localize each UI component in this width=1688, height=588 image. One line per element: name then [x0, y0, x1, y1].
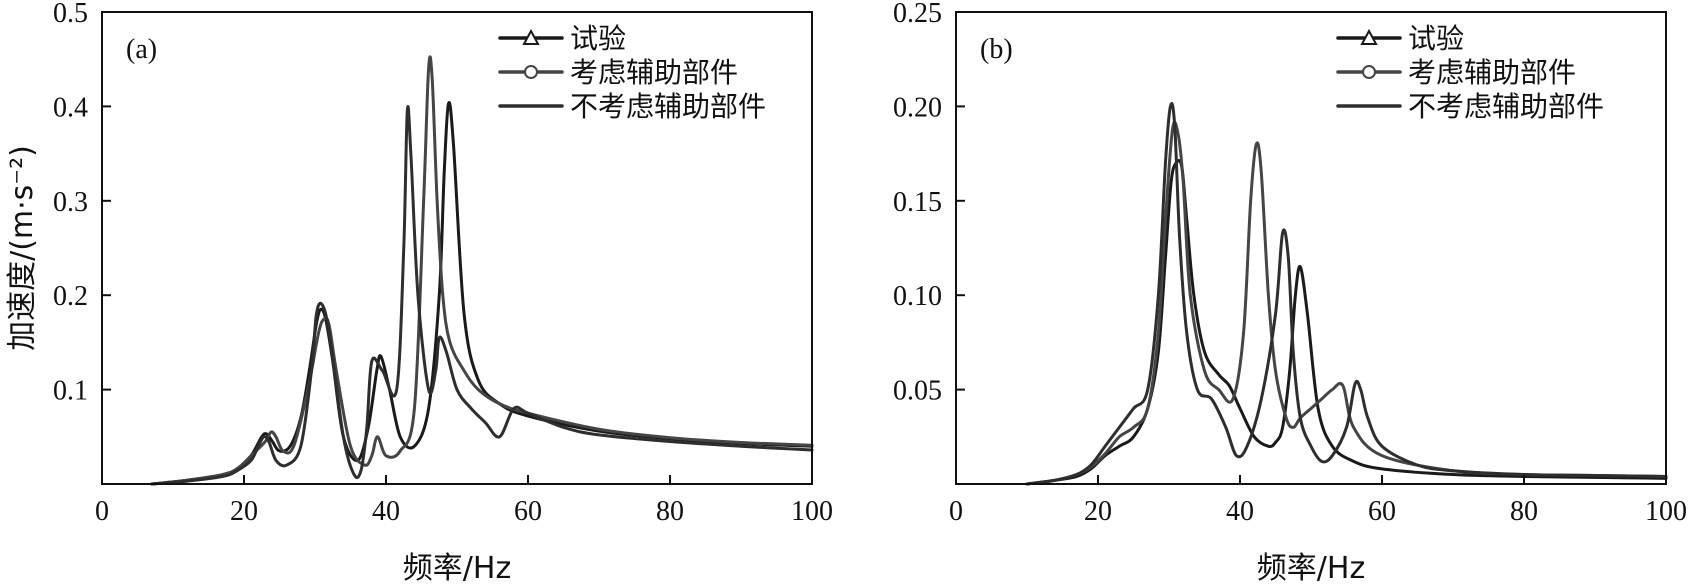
panel-a-series-line-3 — [150, 105, 814, 486]
panel-a-plot-frame — [101, 11, 813, 485]
panel-b-y-tick-label-1: 0.10 — [893, 281, 942, 312]
panel-a-x-tick-label-1: 20 — [230, 496, 258, 527]
panel-a-ticks-group: 0 20 40 60 80 100 0.1 0.2 0.3 0.4 0.5 — [53, 0, 833, 527]
panel-b-y-tick-label-2: 0.15 — [893, 187, 942, 218]
panel-b-legend-triangle-marker — [1360, 28, 1378, 45]
panel-a-series-group — [150, 55, 814, 486]
chart-panel-a: 0 20 40 60 80 100 0.1 0.2 0.3 0.4 0.5 (a) 频率/Hz 加速… — [5, 0, 833, 586]
panel-b-series-group — [1025, 102, 1668, 486]
panel-b-legend-label-3: 不考虑辅助部件 — [1408, 90, 1604, 123]
panel-a-y-tick-label-4: 0.5 — [53, 0, 88, 29]
panel-a-legend-label-1: 试验 — [570, 22, 626, 55]
panel-b-x-axis-label: 频率/Hz — [1257, 551, 1365, 586]
panel-a-y-tick-label-1: 0.2 — [53, 281, 88, 312]
panel-a-x-tick-label-0: 0 — [95, 496, 109, 527]
panel-b-y-tick-label-4: 0.25 — [893, 0, 942, 29]
panel-a-x-tick-label-2: 40 — [372, 496, 400, 527]
panel-b-x-tick-label-5: 100 — [1645, 496, 1687, 527]
panel-a-label: (a) — [126, 34, 157, 65]
panel-b-x-tick-label-1: 20 — [1084, 496, 1112, 527]
panel-a-legend-circle-marker — [524, 65, 538, 79]
panel-b-x-tick-label-4: 80 — [1510, 496, 1538, 527]
panel-b-y-tick-label-0: 0.05 — [893, 376, 942, 407]
panel-a-y-axis-label: 加速度/(m·s⁻²) — [5, 145, 40, 351]
panel-b-series-line-1 — [1025, 158, 1668, 486]
panel-b-x-tick-label-2: 40 — [1226, 496, 1254, 527]
panel-b-y-tick-label-3: 0.20 — [893, 92, 942, 123]
panel-a-x-tick-label-3: 60 — [514, 496, 542, 527]
panel-a-legend-triangle-marker — [522, 28, 540, 45]
panel-b-plot-frame — [955, 11, 1667, 485]
panel-b-legend-label-2: 考虑辅助部件 — [1408, 56, 1576, 89]
panel-a-y-tick-label-2: 0.3 — [53, 187, 88, 218]
panel-a-x-tick-label-5: 100 — [791, 496, 833, 527]
panel-a-x-tick-label-4: 80 — [656, 496, 684, 527]
panel-b-series-line-3 — [1025, 102, 1668, 486]
panel-b-label: (b) — [980, 34, 1013, 65]
panel-a-legend-label-3: 不考虑辅助部件 — [570, 90, 766, 123]
panel-b-legend-label-1: 试验 — [1408, 22, 1464, 55]
panel-b-series-line-2 — [1025, 120, 1668, 486]
panel-a-y-tick-label-3: 0.4 — [53, 92, 88, 123]
panel-b-legend-circle-marker — [1362, 65, 1376, 79]
panel-a-series-line-2 — [150, 55, 814, 486]
panel-a-x-axis-label: 频率/Hz — [403, 551, 511, 586]
panel-b-x-tick-label-3: 60 — [1368, 496, 1396, 527]
panel-b-x-tick-label-0: 0 — [949, 496, 963, 527]
panel-a-series-line-1 — [150, 101, 814, 486]
panel-a-legend-label-2: 考虑辅助部件 — [570, 56, 738, 89]
chart-panel-b: 0 20 40 60 80 100 0.05 0.10 0.15 0.20 0.25 (b) 频率/… — [893, 0, 1687, 586]
panel-a-y-tick-label-0: 0.1 — [53, 376, 88, 407]
panel-b-ticks-group: 0 20 40 60 80 100 0.05 0.10 0.15 0.20 0.25 — [893, 0, 1687, 527]
